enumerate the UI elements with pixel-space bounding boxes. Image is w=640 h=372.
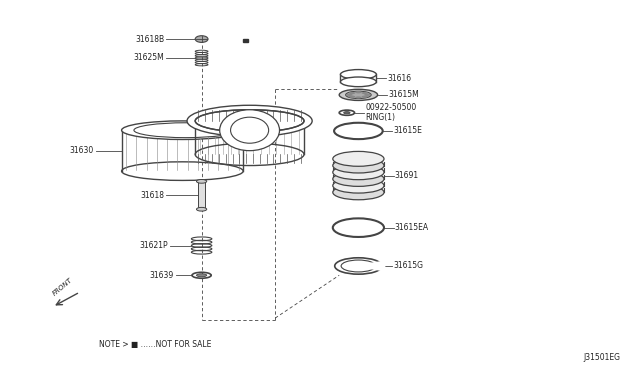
Ellipse shape xyxy=(362,92,368,94)
Bar xyxy=(243,39,248,42)
Ellipse shape xyxy=(333,218,384,237)
Text: 31616: 31616 xyxy=(387,74,412,83)
Ellipse shape xyxy=(341,260,376,272)
Ellipse shape xyxy=(333,171,384,186)
Ellipse shape xyxy=(333,158,384,173)
Ellipse shape xyxy=(340,70,376,79)
Ellipse shape xyxy=(187,105,312,137)
Text: J31501EG: J31501EG xyxy=(584,353,621,362)
Text: 31615E: 31615E xyxy=(394,126,422,135)
Ellipse shape xyxy=(349,96,355,98)
Text: 31625M: 31625M xyxy=(134,53,164,62)
Text: 31691: 31691 xyxy=(395,171,419,180)
Text: 00922-50500
RING(1): 00922-50500 RING(1) xyxy=(365,103,417,122)
Ellipse shape xyxy=(333,151,384,166)
Ellipse shape xyxy=(122,121,243,140)
Ellipse shape xyxy=(355,91,362,93)
Ellipse shape xyxy=(196,207,207,211)
Text: 31615M: 31615M xyxy=(388,90,419,99)
Text: 31621P: 31621P xyxy=(139,241,168,250)
Text: 31615EA: 31615EA xyxy=(395,223,429,232)
Ellipse shape xyxy=(196,179,207,183)
Ellipse shape xyxy=(334,123,383,139)
Text: NOTE > ■ ……NOT FOR SALE: NOTE > ■ ……NOT FOR SALE xyxy=(99,340,212,349)
Ellipse shape xyxy=(364,94,371,96)
Ellipse shape xyxy=(362,96,368,98)
Ellipse shape xyxy=(220,110,280,151)
Ellipse shape xyxy=(196,274,207,277)
Ellipse shape xyxy=(335,258,382,274)
Text: FRONT: FRONT xyxy=(52,277,74,297)
Ellipse shape xyxy=(349,92,355,94)
Ellipse shape xyxy=(195,110,304,132)
Text: 31618B: 31618B xyxy=(135,35,164,44)
Text: 31618: 31618 xyxy=(141,191,164,200)
Text: 31639: 31639 xyxy=(150,271,174,280)
Ellipse shape xyxy=(195,36,208,42)
Ellipse shape xyxy=(134,123,237,138)
Ellipse shape xyxy=(230,117,269,143)
Ellipse shape xyxy=(333,178,384,193)
Ellipse shape xyxy=(344,112,350,114)
Text: 31630: 31630 xyxy=(70,146,94,155)
Wedge shape xyxy=(358,262,384,270)
Ellipse shape xyxy=(346,94,353,96)
Text: 31615G: 31615G xyxy=(393,262,423,270)
Ellipse shape xyxy=(333,165,384,180)
Bar xyxy=(198,182,205,209)
Ellipse shape xyxy=(340,77,376,87)
Ellipse shape xyxy=(355,96,362,99)
Ellipse shape xyxy=(339,89,378,100)
Ellipse shape xyxy=(333,185,384,200)
Ellipse shape xyxy=(346,91,371,99)
